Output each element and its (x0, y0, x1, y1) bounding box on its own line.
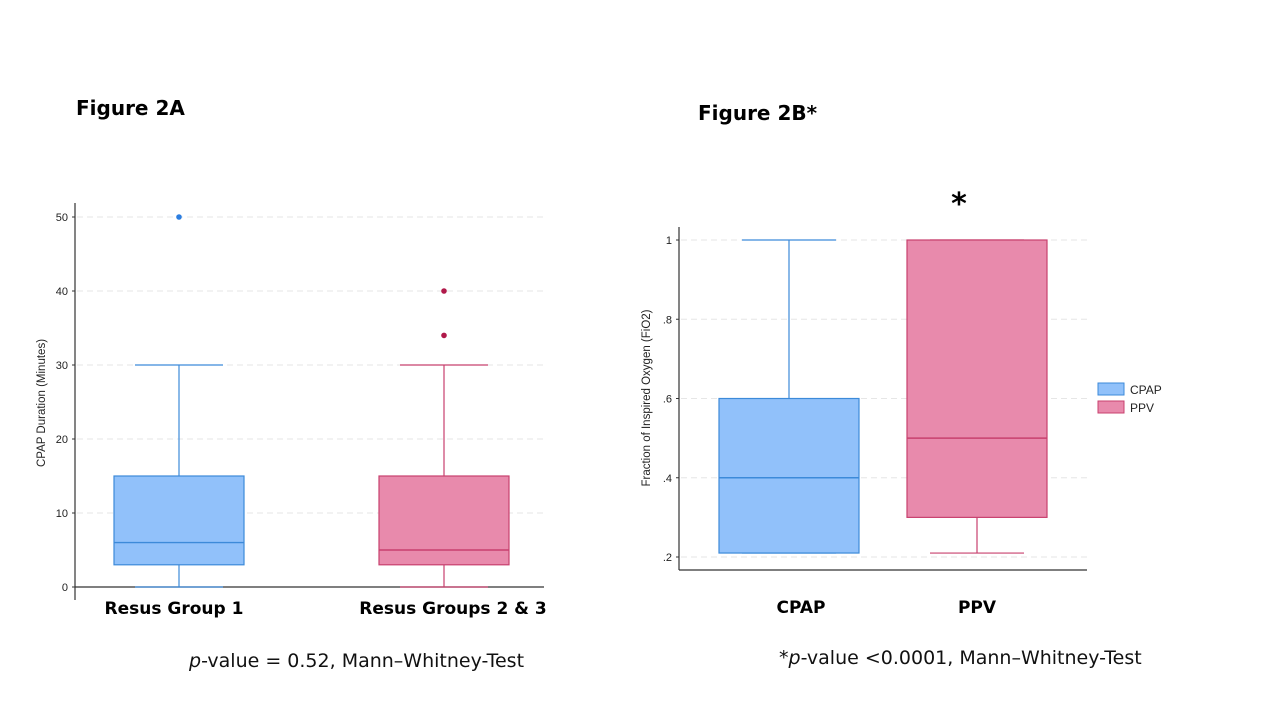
y-tick-label: 30 (56, 360, 68, 372)
category-label-a2: Resus Groups 2 & 3 (359, 599, 547, 619)
y-axis-label: Fraction of Inspired Oxygen (FiO2) (641, 309, 653, 486)
caption-2a-text: -value = 0.52, Mann–Whitney-Test (201, 650, 525, 672)
y-tick-label: 10 (56, 508, 68, 520)
caption-2b-italic: p (788, 647, 801, 669)
category-label-a1: Resus Group 1 (104, 599, 244, 619)
y-tick-label: 40 (56, 286, 68, 298)
category-label-b1: CPAP (776, 598, 826, 618)
outlier-point (441, 332, 447, 339)
y-tick-label: 20 (56, 434, 68, 446)
y-tick-label: .6 (663, 394, 672, 406)
significance-marker: * (951, 187, 967, 222)
y-tick-label: 50 (56, 212, 68, 224)
y-tick-label: .8 (663, 314, 672, 326)
legend-swatch-cpap (1097, 382, 1125, 396)
figure-2a-title: Figure 2A (76, 96, 185, 120)
caption-2a: p-value = 0.52, Mann–Whitney-Test (189, 650, 524, 672)
legend-label-ppv: PPV (1130, 401, 1154, 415)
caption-2a-italic: p (189, 650, 202, 672)
caption-2b-text: -value <0.0001, Mann–Whitney-Test (800, 647, 1142, 669)
outlier-point (176, 214, 182, 220)
caption-2b-prefix: * (779, 647, 789, 669)
y-axis-label: CPAP Duration (Minutes) (36, 339, 48, 467)
figure-2b-title: Figure 2B* (698, 101, 818, 125)
chart-2a: 0 10 20 30 40 50 CPAP Duration (Minutes) (36, 203, 544, 600)
legend-label-cpap: CPAP (1130, 383, 1162, 397)
y-tick-label: 1 (666, 235, 672, 247)
box-resus-groups-2-3 (378, 475, 510, 566)
chart-2b: .2 .4 .6 .8 1 Fraction of Inspired Oxygen (Fi… (641, 227, 1162, 571)
box-cpap (718, 397, 860, 554)
legend-swatch-ppv (1097, 400, 1125, 414)
caption-2b: *p-value <0.0001, Mann–Whitney-Test (779, 647, 1142, 669)
box-ppv (906, 239, 1048, 518)
outlier-point (441, 288, 447, 294)
y-tick-label: .2 (663, 552, 672, 564)
box-resus-group-1 (113, 475, 245, 566)
category-label-b2: PPV (957, 598, 997, 618)
y-tick-label: 0 (62, 582, 68, 594)
y-tick-label: .4 (663, 473, 672, 485)
